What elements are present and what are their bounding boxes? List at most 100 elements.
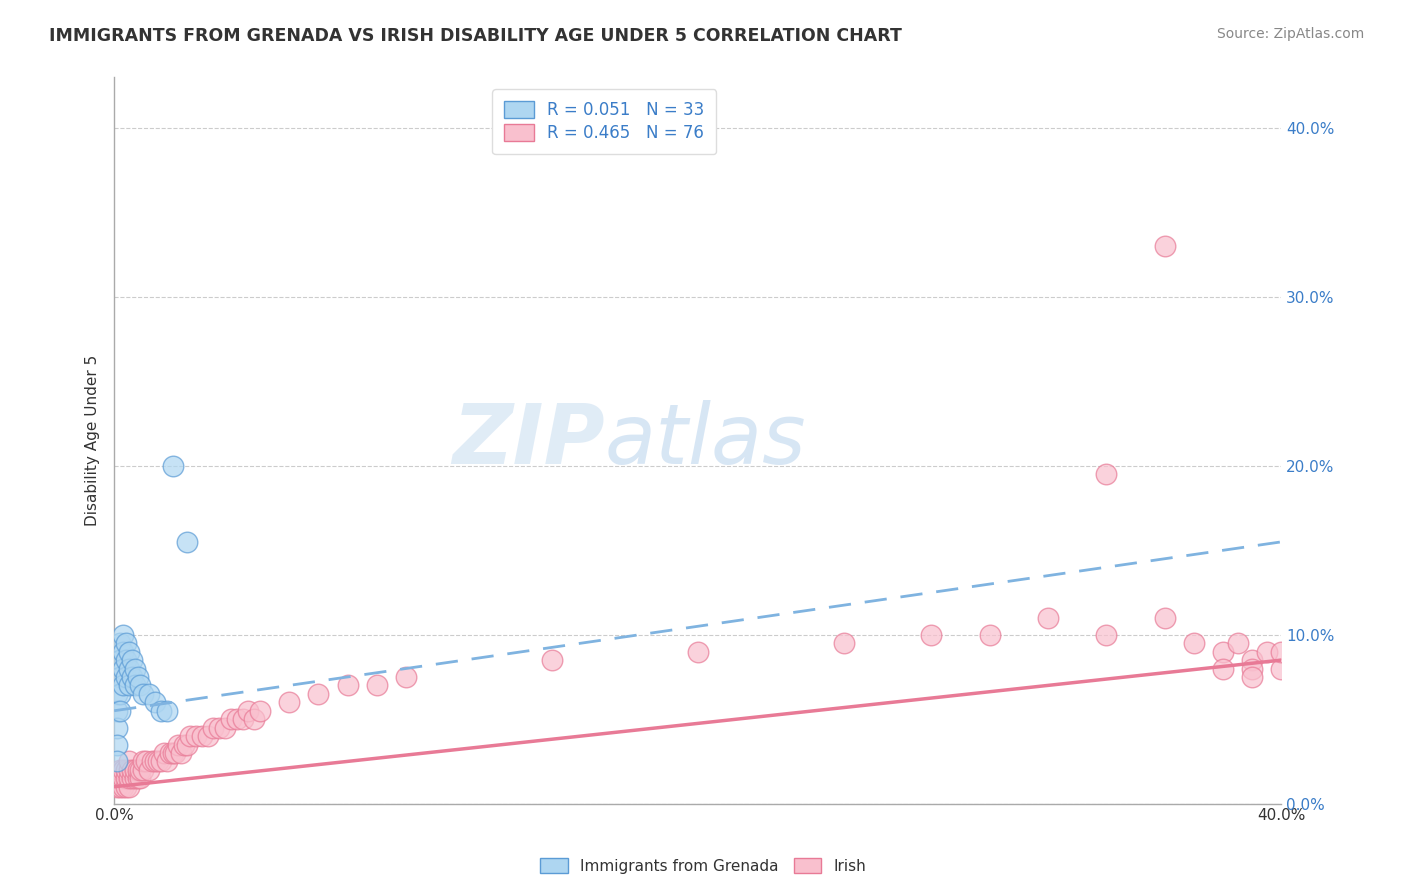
Point bbox=[141, 755, 163, 769]
Point bbox=[111, 628, 134, 642]
Point bbox=[190, 729, 212, 743]
Text: ZIP: ZIP bbox=[451, 400, 605, 481]
Point bbox=[118, 780, 141, 794]
Point bbox=[111, 678, 134, 692]
Point bbox=[1241, 670, 1264, 684]
Point bbox=[132, 687, 155, 701]
Point bbox=[105, 755, 128, 769]
Point bbox=[129, 772, 152, 786]
Point bbox=[179, 729, 201, 743]
Legend: R = 0.051   N = 33, R = 0.465   N = 76: R = 0.051 N = 33, R = 0.465 N = 76 bbox=[492, 89, 717, 154]
Point bbox=[143, 695, 166, 709]
Point bbox=[108, 704, 131, 718]
Point bbox=[115, 772, 138, 786]
Point bbox=[124, 772, 146, 786]
Point bbox=[108, 653, 131, 667]
Point bbox=[105, 687, 128, 701]
Point bbox=[118, 755, 141, 769]
Point bbox=[127, 772, 149, 786]
Point bbox=[111, 772, 134, 786]
Point bbox=[121, 763, 143, 777]
Point bbox=[176, 738, 198, 752]
Point bbox=[1182, 636, 1205, 650]
Point bbox=[152, 746, 174, 760]
Point bbox=[1095, 628, 1118, 642]
Point bbox=[159, 746, 181, 760]
Y-axis label: Disability Age Under 5: Disability Age Under 5 bbox=[86, 355, 100, 526]
Point bbox=[920, 628, 942, 642]
Point bbox=[146, 755, 169, 769]
Point bbox=[115, 670, 138, 684]
Point bbox=[129, 678, 152, 692]
Point bbox=[127, 763, 149, 777]
Point bbox=[1256, 645, 1278, 659]
Point bbox=[108, 636, 131, 650]
Point bbox=[219, 712, 242, 726]
Point bbox=[111, 661, 134, 675]
Point bbox=[979, 628, 1001, 642]
Point bbox=[132, 763, 155, 777]
Point bbox=[1212, 661, 1234, 675]
Point bbox=[1095, 467, 1118, 482]
Point bbox=[1226, 636, 1249, 650]
Point bbox=[115, 653, 138, 667]
Point bbox=[118, 772, 141, 786]
Point bbox=[162, 746, 184, 760]
Point bbox=[118, 661, 141, 675]
Point bbox=[1270, 645, 1292, 659]
Point bbox=[138, 763, 160, 777]
Point bbox=[108, 670, 131, 684]
Point bbox=[278, 695, 301, 709]
Point bbox=[121, 772, 143, 786]
Point bbox=[208, 721, 231, 735]
Point bbox=[108, 763, 131, 777]
Point bbox=[118, 645, 141, 659]
Point bbox=[307, 687, 329, 701]
Point bbox=[143, 755, 166, 769]
Point bbox=[111, 763, 134, 777]
Point bbox=[124, 678, 146, 692]
Point bbox=[149, 704, 172, 718]
Point bbox=[127, 670, 149, 684]
Point bbox=[162, 458, 184, 473]
Point bbox=[1212, 645, 1234, 659]
Point bbox=[105, 704, 128, 718]
Point bbox=[108, 780, 131, 794]
Point bbox=[156, 755, 179, 769]
Point bbox=[165, 746, 187, 760]
Point bbox=[173, 738, 195, 752]
Point bbox=[167, 738, 190, 752]
Point bbox=[115, 763, 138, 777]
Point bbox=[176, 534, 198, 549]
Point bbox=[249, 704, 271, 718]
Point bbox=[138, 687, 160, 701]
Point bbox=[1153, 239, 1175, 253]
Legend: Immigrants from Grenada, Irish: Immigrants from Grenada, Irish bbox=[534, 852, 872, 880]
Text: IMMIGRANTS FROM GRENADA VS IRISH DISABILITY AGE UNDER 5 CORRELATION CHART: IMMIGRANTS FROM GRENADA VS IRISH DISABIL… bbox=[49, 27, 903, 45]
Point bbox=[225, 712, 247, 726]
Point bbox=[115, 780, 138, 794]
Point bbox=[108, 687, 131, 701]
Point bbox=[105, 780, 128, 794]
Point bbox=[149, 755, 172, 769]
Text: Source: ZipAtlas.com: Source: ZipAtlas.com bbox=[1216, 27, 1364, 41]
Point bbox=[170, 746, 193, 760]
Point bbox=[232, 712, 254, 726]
Point bbox=[121, 670, 143, 684]
Point bbox=[124, 763, 146, 777]
Point bbox=[366, 678, 388, 692]
Point bbox=[1270, 661, 1292, 675]
Point bbox=[184, 729, 207, 743]
Point bbox=[156, 704, 179, 718]
Point bbox=[202, 721, 225, 735]
Point bbox=[105, 721, 128, 735]
Point bbox=[111, 645, 134, 659]
Point bbox=[686, 645, 709, 659]
Text: atlas: atlas bbox=[605, 400, 806, 481]
Point bbox=[135, 755, 157, 769]
Point bbox=[336, 678, 359, 692]
Point bbox=[129, 763, 152, 777]
Point bbox=[115, 636, 138, 650]
Point bbox=[832, 636, 855, 650]
Point bbox=[124, 661, 146, 675]
